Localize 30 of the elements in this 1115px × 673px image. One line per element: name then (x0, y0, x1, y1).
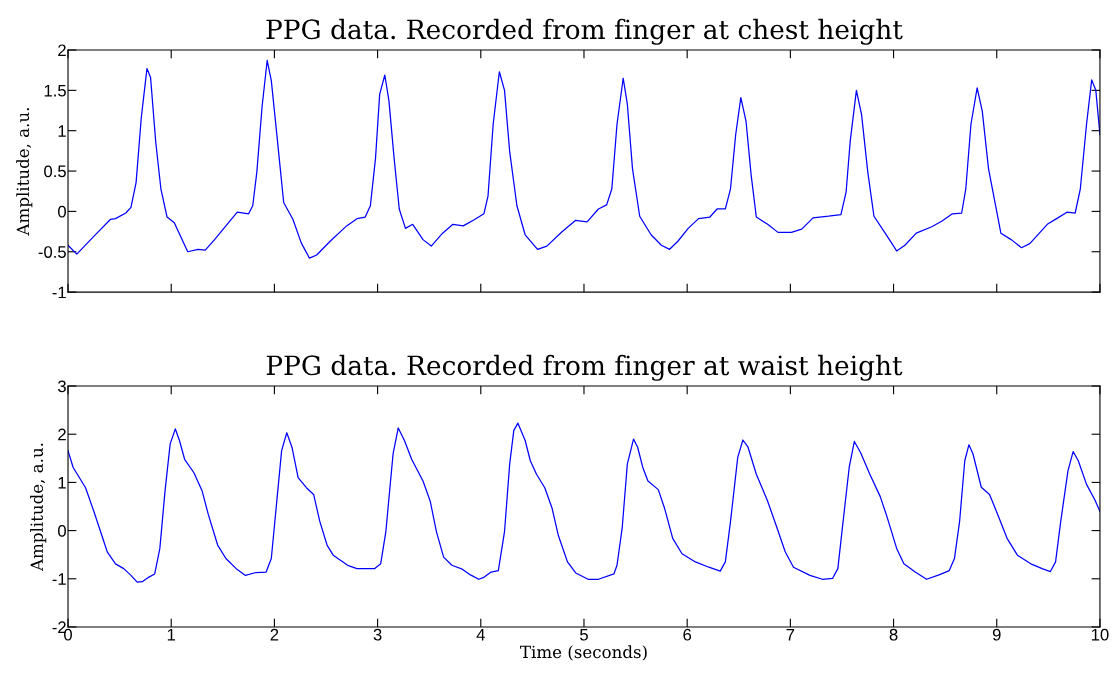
y-tick-label: 0 (58, 205, 66, 218)
x-tick-label: 5 (580, 628, 588, 641)
x-tick-label: 7 (786, 628, 795, 641)
x-tick-label: 1 (167, 628, 176, 641)
chart-title: PPG data. Recorded from finger at chest height (266, 18, 903, 45)
x-tick-label: 10 (1091, 628, 1109, 641)
y-tick-label: 3 (57, 380, 66, 393)
line-series (68, 422, 1100, 583)
y-tick-label: 0.5 (44, 165, 66, 178)
x-tick-label: 8 (889, 628, 898, 641)
y-axis-title: Amplitude, a.u. (30, 443, 47, 572)
y-tick-label: -1 (52, 286, 66, 299)
x-tick-label: 3 (373, 628, 382, 641)
x-tick-label: 2 (270, 628, 279, 641)
y-tick-label: 1 (58, 476, 66, 489)
y-tick-label: 1 (58, 125, 66, 137)
y-tick-label: 0 (58, 524, 66, 537)
y-tick-label: -1 (52, 573, 66, 585)
y-tick-label: -2 (52, 621, 66, 634)
x-tick-label: 9 (992, 628, 1001, 641)
x-tick-label: 4 (476, 628, 485, 641)
x-axis-title: Time (seconds) (520, 645, 647, 661)
y-tick-label: 2 (58, 44, 66, 57)
y-tick-label: -0.5 (38, 246, 66, 258)
y-tick-label: 1.5 (44, 84, 66, 97)
y-axis-title: Amplitude, a.u. (16, 108, 33, 236)
x-tick-label: 6 (683, 628, 692, 641)
y-tick-label: 2 (58, 428, 66, 441)
line-series (68, 59, 1100, 259)
chart-title: PPG data. Recorded from finger at waist height (266, 354, 903, 381)
